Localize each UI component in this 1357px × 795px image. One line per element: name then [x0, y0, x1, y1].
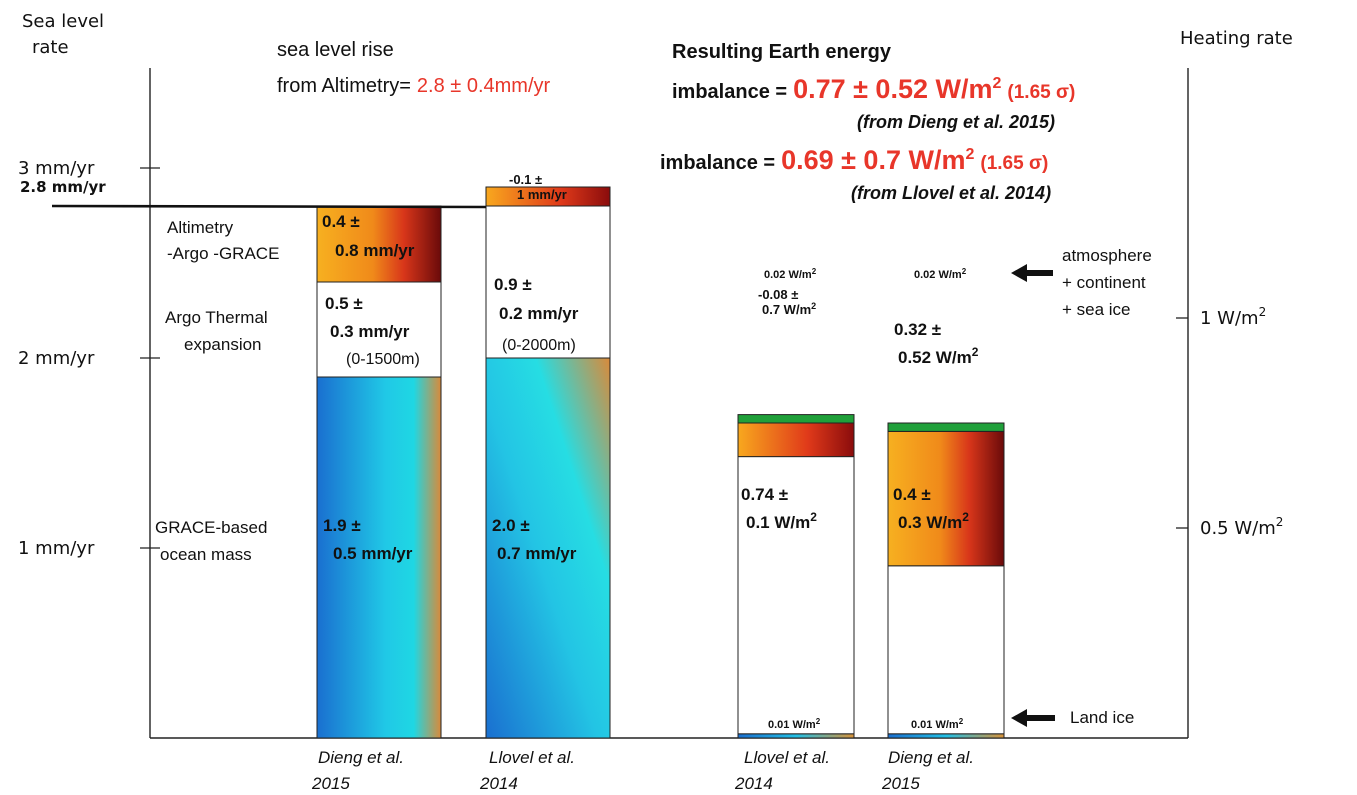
label-dieng-resid-2: 0.8 mm/yr	[335, 241, 415, 260]
left-tick-label-0: 3 mm/yr	[18, 158, 95, 179]
right-axis-title: Heating rate	[1180, 28, 1293, 49]
label-llovel-resid-1: -0.1 ±	[509, 172, 542, 187]
reference-line	[51, 204, 487, 209]
imbalance-heading: Resulting Earth energy	[672, 41, 892, 63]
bar-e2-ocean-upper	[887, 565, 1005, 735]
column-label-3-line2: 2014	[734, 774, 773, 793]
altimetry-note-line1: sea level rise	[277, 39, 394, 61]
row-label-altimetry-2: -Argo -GRACE	[167, 244, 279, 263]
label-e2-upper-1: 0.4 ±	[893, 485, 931, 504]
label-e1-upper-2: 0.1 W/m2	[746, 510, 817, 532]
label-e2-top: 0.02 W/m2	[914, 267, 967, 281]
row-label-thermal-2: expansion	[184, 335, 262, 354]
column-label-2-line2: 2014	[479, 774, 518, 793]
label-dieng-thermal-2: 0.3 mm/yr	[330, 322, 410, 341]
land-ice-label: Land ice	[1070, 708, 1134, 727]
bar-e2-atmosphere	[887, 422, 1005, 432]
imbalance-row1: imbalance = 0.77 ± 0.52 W/m2 (1.65 σ)	[672, 74, 1075, 104]
label-dieng-thermal-1: 0.5 ±	[325, 294, 363, 313]
land-ice-annotation: Land ice	[1011, 708, 1134, 727]
label-llovel-mass-2: 0.7 mm/yr	[497, 544, 577, 563]
altimetry-note: sea level rise from Altimetry= 2.8 ± 0.4m…	[277, 39, 550, 97]
label-e2-upper-2: 0.3 W/m2	[898, 510, 969, 532]
reference-label: 2.8 mm/yr	[20, 178, 106, 196]
bar-llovel-residual	[485, 186, 611, 207]
bar-e2-ocean-deep	[887, 430, 1005, 567]
left-axis-title-2: rate	[32, 37, 69, 58]
left-tick-label-1: 2 mm/yr	[18, 348, 95, 369]
label-llovel-mass-1: 2.0 ±	[492, 516, 530, 535]
label-llovel-thermal-1: 0.9 ±	[494, 275, 532, 294]
label-dieng-mass-2: 0.5 mm/yr	[333, 544, 413, 563]
left-axis-title-1: Sea level	[22, 11, 104, 32]
column-labels: Dieng et al. 2015 Llovel et al. 2014 Llo…	[311, 748, 974, 793]
left-axis-ticks: 3 mm/yr 2 mm/yr 1 mm/yr	[18, 158, 160, 559]
right-tick-label-0: 1 W/m2	[1200, 305, 1266, 329]
imbalance-source1: (from Dieng et al. 2015)	[857, 112, 1055, 132]
column-label-4-line2: 2015	[881, 774, 920, 793]
altimetry-note-line2: from Altimetry= 2.8 ± 0.4mm/yr	[277, 75, 550, 97]
label-dieng-thermal-3: (0-1500m)	[346, 351, 420, 368]
bar-llovel-thermal	[485, 205, 611, 359]
column-label-2-line1: Llovel et al.	[489, 748, 575, 767]
bar-e1-atmosphere	[737, 414, 855, 424]
label-llovel-thermal-3: (0-2000m)	[502, 337, 576, 354]
atmo-line1: atmosphere	[1062, 246, 1152, 265]
atmo-line2: + continent	[1062, 273, 1146, 292]
bars	[316, 186, 1005, 739]
label-dieng-resid-1: 0.4 ±	[322, 212, 360, 231]
label-llovel-resid-2: 1 mm/yr	[517, 187, 567, 202]
row-labels: Altimetry -Argo -GRACE Argo Thermal expa…	[155, 218, 279, 564]
label-llovel-thermal-2: 0.2 mm/yr	[499, 304, 579, 323]
label-e1-top: 0.02 W/m2	[764, 267, 817, 281]
label-e2-deep-2: 0.52 W/m2	[898, 345, 979, 367]
imbalance-block: Resulting Earth energy imbalance = 0.77 ±…	[660, 41, 1075, 203]
row-label-altimetry-1: Altimetry	[167, 218, 234, 237]
imbalance-row2: imbalance = 0.69 ± 0.7 W/m2 (1.65 σ)	[660, 145, 1048, 175]
right-axis-ticks: 1 W/m2 0.5 W/m2	[1176, 305, 1283, 539]
row-label-mass-1: GRACE-based	[155, 518, 267, 537]
right-axis: Heating rate 1 W/m2 0.5 W/m2	[1176, 28, 1293, 738]
row-label-thermal-1: Argo Thermal	[165, 308, 268, 327]
column-label-1-line2: 2015	[311, 774, 350, 793]
bar-e1-ocean-upper	[737, 456, 855, 735]
bar-e2-land-ice	[887, 733, 1005, 739]
right-tick-label-1: 0.5 W/m2	[1200, 515, 1283, 539]
label-e1-land: 0.01 W/m2	[768, 717, 821, 731]
left-tick-label-2: 1 mm/yr	[18, 538, 95, 559]
column-label-3-line1: Llovel et al.	[744, 748, 830, 767]
column-label-1-line1: Dieng et al.	[318, 748, 404, 767]
atmo-line3: + sea ice	[1062, 300, 1131, 319]
bar-llovel-ocean-mass	[485, 357, 611, 739]
label-dieng-mass-1: 1.9 ±	[323, 516, 361, 535]
arrow-left-icon	[1011, 264, 1053, 282]
label-e2-land: 0.01 W/m2	[911, 717, 964, 731]
row-label-mass-2: ocean mass	[160, 545, 252, 564]
label-e2-deep-1: 0.32 ±	[894, 320, 941, 339]
label-e1-upper-1: 0.74 ±	[741, 485, 788, 504]
atmosphere-annotation: atmosphere + continent + sea ice	[1011, 246, 1152, 319]
column-label-4-line1: Dieng et al.	[888, 748, 974, 767]
imbalance-source2: (from Llovel et al. 2014)	[851, 183, 1051, 203]
segment-labels: 0.4 ± 0.8 mm/yr 0.5 ± 0.3 mm/yr (0-1500m…	[322, 172, 979, 731]
arrow-left-icon	[1011, 709, 1055, 727]
bar-e1-ocean-deep	[737, 422, 855, 458]
label-e1-deep-2: 0.7 W/m2	[762, 301, 816, 317]
bar-e1-land-ice	[737, 733, 855, 739]
label-e1-deep-1: -0.08 ±	[758, 287, 798, 302]
